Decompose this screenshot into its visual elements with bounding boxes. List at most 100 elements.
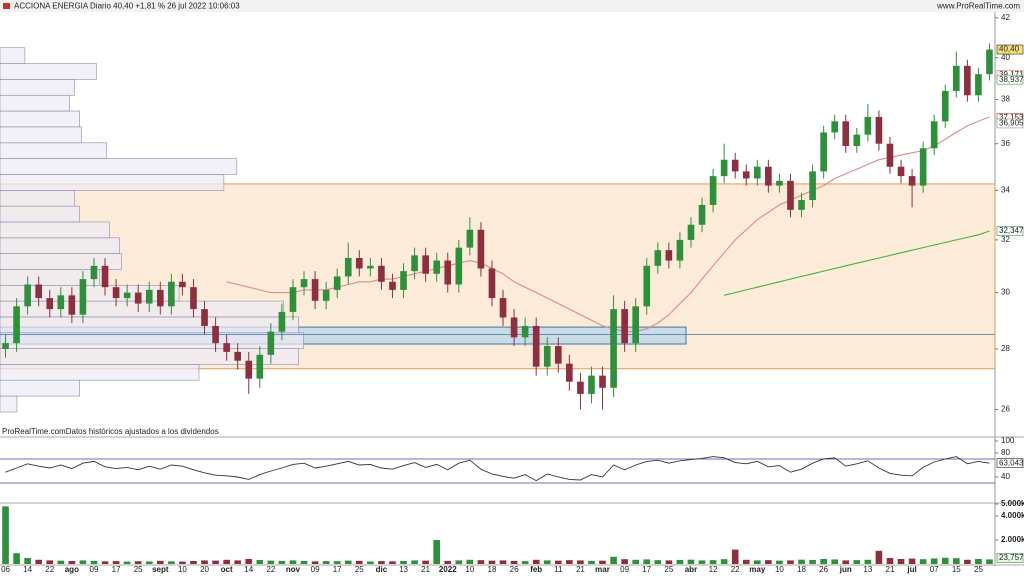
x-tick-label: 20 bbox=[200, 565, 209, 574]
candle-body bbox=[731, 159, 739, 172]
candle-body bbox=[964, 65, 971, 96]
candle-body bbox=[975, 74, 982, 96]
volume-bar bbox=[344, 560, 352, 564]
candle-body bbox=[179, 281, 186, 288]
y-tick-label: 42 bbox=[1001, 13, 1010, 22]
candle-body bbox=[289, 287, 297, 312]
candle-body bbox=[566, 363, 573, 382]
volume-bar bbox=[367, 561, 374, 564]
volume-bar bbox=[156, 560, 164, 564]
candle-body bbox=[223, 343, 230, 352]
candle-body bbox=[322, 289, 330, 301]
y-tick-label: 28 bbox=[1001, 344, 1010, 353]
volume-bar bbox=[709, 560, 717, 564]
moving-average bbox=[723, 230, 990, 296]
candle-body bbox=[367, 265, 374, 269]
candle-body bbox=[90, 265, 98, 280]
x-tick-label: may bbox=[749, 565, 766, 574]
candle-body bbox=[643, 265, 651, 307]
volume-bar bbox=[577, 560, 584, 564]
volume-profile-bar bbox=[0, 395, 18, 413]
volume-bar bbox=[753, 560, 761, 564]
volume-profile-bar bbox=[0, 221, 110, 239]
candle-body bbox=[941, 90, 949, 122]
x-tick-label: 21 bbox=[421, 565, 430, 574]
volume-bar bbox=[698, 560, 706, 564]
candle-body bbox=[145, 289, 153, 304]
candle-body bbox=[256, 354, 264, 379]
candle-body bbox=[610, 309, 617, 388]
volume-bar bbox=[897, 558, 905, 564]
y-tick-label: 38 bbox=[1001, 95, 1010, 104]
volume-last-box bbox=[996, 553, 1024, 563]
candle-body bbox=[499, 298, 507, 318]
candle-body bbox=[919, 148, 927, 186]
volume-bar bbox=[57, 560, 65, 564]
volume-bar bbox=[433, 540, 441, 564]
candle-body bbox=[389, 281, 396, 290]
value-marker-label: 63,043 bbox=[999, 458, 1024, 467]
volume-bar bbox=[400, 561, 407, 564]
volume-profile-bar bbox=[0, 205, 80, 223]
volume-bar bbox=[112, 561, 120, 564]
volume-bar bbox=[212, 560, 219, 564]
candle-body bbox=[201, 309, 208, 326]
candle-body bbox=[278, 311, 286, 332]
candle-body bbox=[444, 260, 452, 285]
volume-bar bbox=[521, 561, 529, 564]
volume-profile-bar bbox=[0, 158, 238, 175]
candle-body bbox=[433, 260, 441, 274]
candle-body bbox=[742, 171, 750, 179]
header-bar bbox=[0, 0, 1024, 12]
volume-bar bbox=[168, 561, 175, 564]
candle-body bbox=[24, 284, 31, 307]
candle-body bbox=[720, 159, 728, 177]
volume-profile-bar bbox=[0, 126, 82, 144]
candle-body bbox=[820, 132, 827, 172]
candle-body bbox=[897, 166, 905, 177]
volume-bar bbox=[831, 559, 839, 564]
volume-bar bbox=[975, 558, 982, 564]
value-marker-label: 37,153 bbox=[999, 113, 1024, 122]
candle-body bbox=[344, 257, 352, 277]
rsi-line bbox=[5, 456, 990, 482]
volume-bar bbox=[289, 560, 297, 564]
candle-body bbox=[35, 284, 43, 299]
volume-bar bbox=[687, 559, 695, 564]
volume-bar bbox=[488, 560, 496, 564]
y-tick-label: 4.000k bbox=[1001, 511, 1024, 520]
volume-bar bbox=[13, 553, 20, 564]
candle-body bbox=[355, 257, 363, 269]
y-tick-label: 2.000k bbox=[1001, 535, 1024, 544]
value-marker-label: 36,905 bbox=[999, 119, 1024, 128]
x-tick-label: 10 bbox=[775, 565, 784, 574]
x-tick-label: feb bbox=[530, 565, 542, 574]
footer-note: ProRealTime.comDatos históricos ajustado… bbox=[2, 427, 219, 436]
x-tick-label: 18 bbox=[797, 565, 806, 574]
candle-body bbox=[809, 171, 816, 201]
value-marker-box bbox=[996, 226, 1024, 236]
volume-bar bbox=[499, 560, 507, 564]
candle-body bbox=[930, 121, 938, 149]
volume-bar bbox=[820, 558, 827, 564]
volume-bar bbox=[444, 560, 452, 564]
plot-layer: 06 14 22 ago 09 17 25 sept 10 20 oct 14 22 nov 09 17 25 d… bbox=[0, 13, 1024, 574]
candle-body bbox=[411, 255, 418, 272]
y-tick-label: 40 bbox=[1001, 53, 1010, 62]
volume-bar bbox=[986, 559, 993, 564]
volume-bar bbox=[621, 559, 628, 564]
candle-body bbox=[234, 351, 242, 361]
volume-bar bbox=[46, 560, 54, 564]
x-tick-label: 26 bbox=[819, 565, 828, 574]
candle-body bbox=[400, 271, 407, 290]
volume-bar bbox=[566, 560, 573, 564]
x-tick-label: 22 bbox=[731, 565, 740, 574]
volume-bar bbox=[455, 560, 463, 564]
x-tick-label: 14 bbox=[23, 565, 32, 574]
candle-body bbox=[46, 298, 54, 310]
x-tick-label: oct bbox=[221, 565, 233, 574]
volume-bar bbox=[101, 561, 109, 564]
x-tick-label: nov bbox=[286, 565, 301, 574]
candle-body bbox=[753, 166, 761, 179]
volume-bar bbox=[223, 559, 230, 564]
